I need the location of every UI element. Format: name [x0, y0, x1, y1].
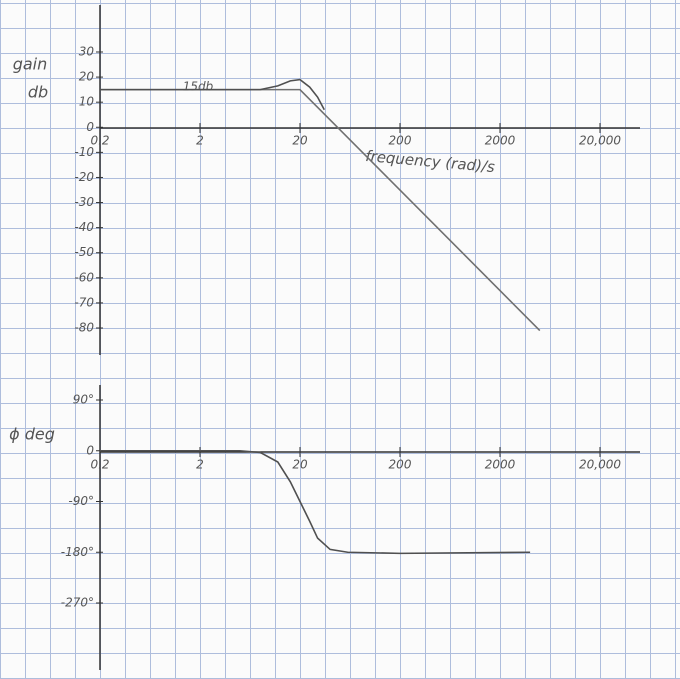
y-tick-label: -180°	[61, 545, 94, 559]
data-line	[100, 88, 541, 332]
x-tick-label: 20	[292, 458, 308, 472]
y-tick-label: 30	[79, 45, 95, 59]
y-tick-label: -70	[74, 295, 94, 309]
y-tick-label: -10	[74, 145, 94, 159]
x-tick-label: 2000	[485, 458, 516, 472]
x-tick-label: 2	[196, 134, 204, 148]
annotation: 15db	[183, 80, 214, 94]
y-tick-label: -50	[74, 245, 94, 259]
x-tick-label: 20,000	[579, 458, 621, 472]
x-tick-label: 200	[389, 134, 412, 148]
x-tick-label: 2	[196, 458, 204, 472]
x-tick-label: 0.2	[90, 134, 109, 148]
y-tick-label: 0	[86, 443, 94, 457]
y-tick-label: -30	[74, 195, 94, 209]
data-line	[100, 78, 326, 111]
y-tick-label: -40	[74, 220, 94, 234]
data-line	[100, 449, 531, 555]
x-tick-label: 20,000	[579, 134, 621, 148]
y-axis-label: gain	[13, 55, 48, 74]
x-tick-label: 0.2	[90, 458, 109, 472]
y-tick-label: 90°	[73, 393, 94, 407]
x-tick-label: 2000	[485, 134, 516, 148]
y-axis-label: db	[28, 83, 48, 102]
x-tick-label: 200	[389, 458, 412, 472]
y-tick-label: -20	[74, 170, 94, 184]
y-tick-label: -80	[74, 321, 94, 335]
y-axis-label: ϕ deg	[9, 425, 55, 444]
y-tick-label: 20	[79, 70, 95, 84]
x-tick-label: 20	[292, 134, 308, 148]
y-tick-label: 0	[86, 120, 94, 134]
y-tick-label: 10	[79, 95, 95, 109]
x-axis-label: frequency (rad)/s	[365, 147, 496, 176]
y-tick-label: -270°	[61, 596, 94, 610]
y-tick-label: -90°	[68, 494, 94, 508]
y-tick-label: -60	[74, 270, 94, 284]
